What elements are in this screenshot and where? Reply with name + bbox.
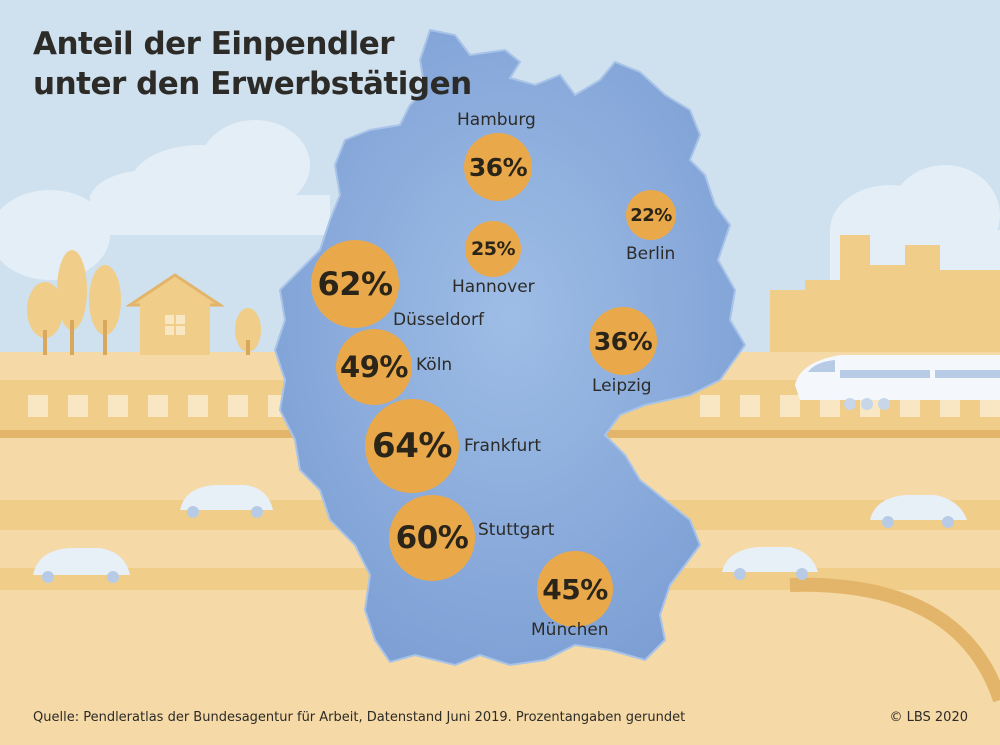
car-icon <box>33 548 130 583</box>
value-bubble-muenchen: 45% <box>537 551 613 627</box>
value-bubble-koeln: 49% <box>336 329 412 405</box>
germany-map <box>273 28 747 667</box>
car-icon <box>870 495 967 528</box>
city-label-muenchen: München <box>531 620 609 640</box>
source-note: Quelle: Pendleratlas der Bundesagentur f… <box>33 710 686 725</box>
city-label-stuttgart: Stuttgart <box>478 520 555 540</box>
car-icon <box>722 547 818 580</box>
value-bubble-hannover: 25% <box>465 221 521 277</box>
title-line-1: Anteil der Einpendler <box>33 26 395 62</box>
value-bubble-leipzig: 36% <box>589 307 657 375</box>
cloud-left <box>0 120 330 280</box>
house <box>125 273 225 355</box>
city-label-frankfurt: Frankfurt <box>464 436 541 456</box>
page-title: Anteil der Einpendler unter den Erwerbst… <box>33 24 472 104</box>
value-bubble-frankfurt: 64% <box>365 399 459 493</box>
value-bubble-duesseldorf: 62% <box>311 240 399 328</box>
skyline-right <box>770 235 1000 360</box>
train-icon <box>795 355 1000 410</box>
city-label-duesseldorf: Düsseldorf <box>393 310 484 330</box>
value-bubble-berlin: 22% <box>626 190 676 240</box>
value-bubble-stuttgart: 60% <box>389 495 475 581</box>
city-label-hannover: Hannover <box>452 277 535 297</box>
city-label-hamburg: Hamburg <box>457 110 536 130</box>
rail-windows <box>28 395 1000 417</box>
trees <box>27 250 261 355</box>
city-label-berlin: Berlin <box>626 244 676 264</box>
car-icon <box>180 485 273 518</box>
city-label-koeln: Köln <box>416 355 453 375</box>
title-line-2: unter den Erwerbstätigen <box>33 66 472 102</box>
value-bubble-hamburg: 36% <box>464 133 532 201</box>
city-label-leipzig: Leipzig <box>592 376 652 396</box>
copyright-note: © LBS 2020 <box>889 710 968 725</box>
